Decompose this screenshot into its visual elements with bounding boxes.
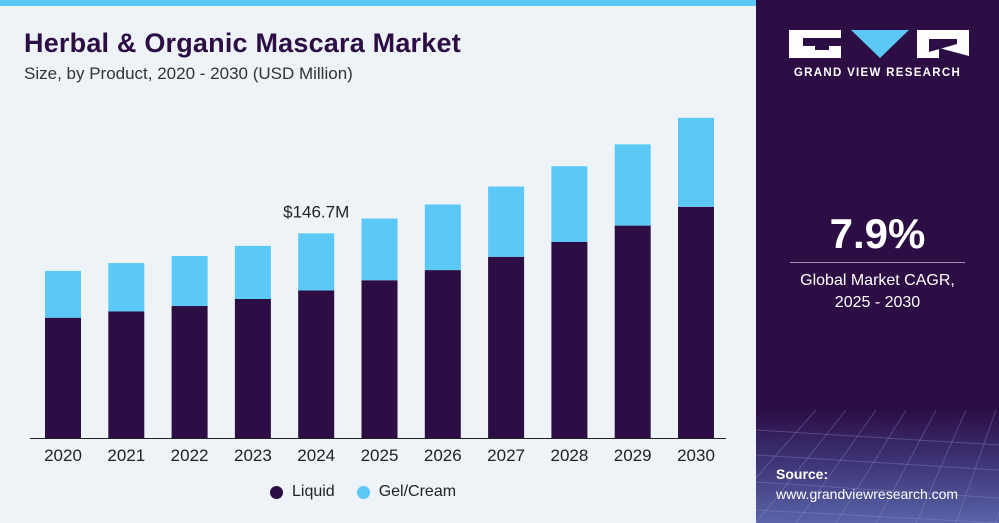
legend-item-gel-cream: Gel/Cream — [356, 483, 457, 501]
accent-bar — [0, 0, 756, 6]
source-url: www.grandviewresearch.com — [776, 486, 959, 502]
bar-liquid-2021 — [108, 311, 145, 438]
bar-gel-cream-2025 — [361, 218, 398, 281]
bar-gel-cream-2029 — [614, 144, 651, 226]
chart-subtitle: Size, by Product, 2020 - 2030 (USD Milli… — [24, 64, 353, 83]
legend-item-liquid: Liquid — [270, 483, 335, 501]
x-tick-label-2027: 2027 — [487, 446, 525, 465]
cagr-label: Global Market CAGR, 2025 - 2030 — [756, 270, 999, 314]
cagr-label-line2: 2025 - 2030 — [834, 294, 921, 311]
bar-liquid-2026 — [424, 270, 461, 438]
x-tick-label-2025: 2025 — [361, 446, 399, 465]
chart-title: Herbal & Organic Mascara Market — [24, 28, 461, 58]
x-tick-label-2030: 2030 — [677, 446, 715, 465]
legend-swatch-gel-cream — [356, 485, 370, 499]
chart-panel: Herbal & Organic Mascara Market Size, by… — [0, 0, 756, 523]
bar-liquid-2024 — [298, 290, 335, 438]
x-tick-label-2023: 2023 — [234, 446, 272, 465]
x-tick-label-2021: 2021 — [107, 446, 145, 465]
x-tick-label-2028: 2028 — [550, 446, 588, 465]
legend-label-gel-cream: Gel/Cream — [378, 483, 457, 500]
legend-swatch-liquid — [270, 485, 283, 499]
cagr-label-line1: Global Market CAGR, — [800, 272, 955, 289]
bar-liquid-2030 — [678, 206, 714, 438]
bar-gel-cream-2027 — [488, 186, 525, 257]
data-label-2024: $146.7M — [283, 202, 349, 221]
x-tick-label-2020: 2020 — [44, 446, 82, 465]
grand-view-research-logo-icon — [789, 30, 969, 58]
bar-gel-cream-2028 — [551, 166, 588, 242]
chart-legend: Liquid Gel/Cream — [270, 482, 478, 502]
bar-liquid-2028 — [551, 241, 588, 438]
bar-liquid-2022 — [171, 306, 208, 438]
brand-panel: GRAND VIEW RESEARCH 7.9% Global Market C… — [756, 0, 999, 523]
cagr-divider — [790, 262, 965, 263]
cagr-value: 7.9% — [829, 210, 926, 257]
bar-gel-cream-2020 — [45, 270, 81, 318]
bar-gel-cream-2021 — [108, 263, 145, 312]
bar-liquid-2025 — [361, 280, 398, 438]
bar-liquid-2023 — [234, 298, 271, 438]
x-tick-label-2024: 2024 — [297, 446, 335, 465]
brand-name: GRAND VIEW RESEARCH — [793, 67, 962, 79]
bar-gel-cream-2022 — [171, 256, 208, 307]
decorative-grid-icon — [756, 410, 999, 523]
source-label: Source: — [776, 466, 829, 482]
x-tick-label-2022: 2022 — [171, 446, 209, 465]
bar-gel-cream-2030 — [678, 117, 714, 207]
bar-gel-cream-2024 — [298, 233, 335, 291]
bar-liquid-2020 — [45, 317, 81, 438]
bar-liquid-2029 — [614, 225, 651, 438]
stacked-bar-chart: 2020 2021 2022 2023 2024 2025 2026 2027 2028 2029… — [30, 117, 726, 465]
x-tick-label-2026: 2026 — [424, 446, 462, 465]
legend-label-liquid: Liquid — [292, 483, 335, 500]
source-band — [756, 410, 999, 523]
bar-gel-cream-2026 — [424, 204, 461, 271]
bar-liquid-2027 — [488, 256, 525, 438]
x-tick-label-2029: 2029 — [614, 446, 652, 465]
bar-gel-cream-2023 — [234, 245, 271, 299]
